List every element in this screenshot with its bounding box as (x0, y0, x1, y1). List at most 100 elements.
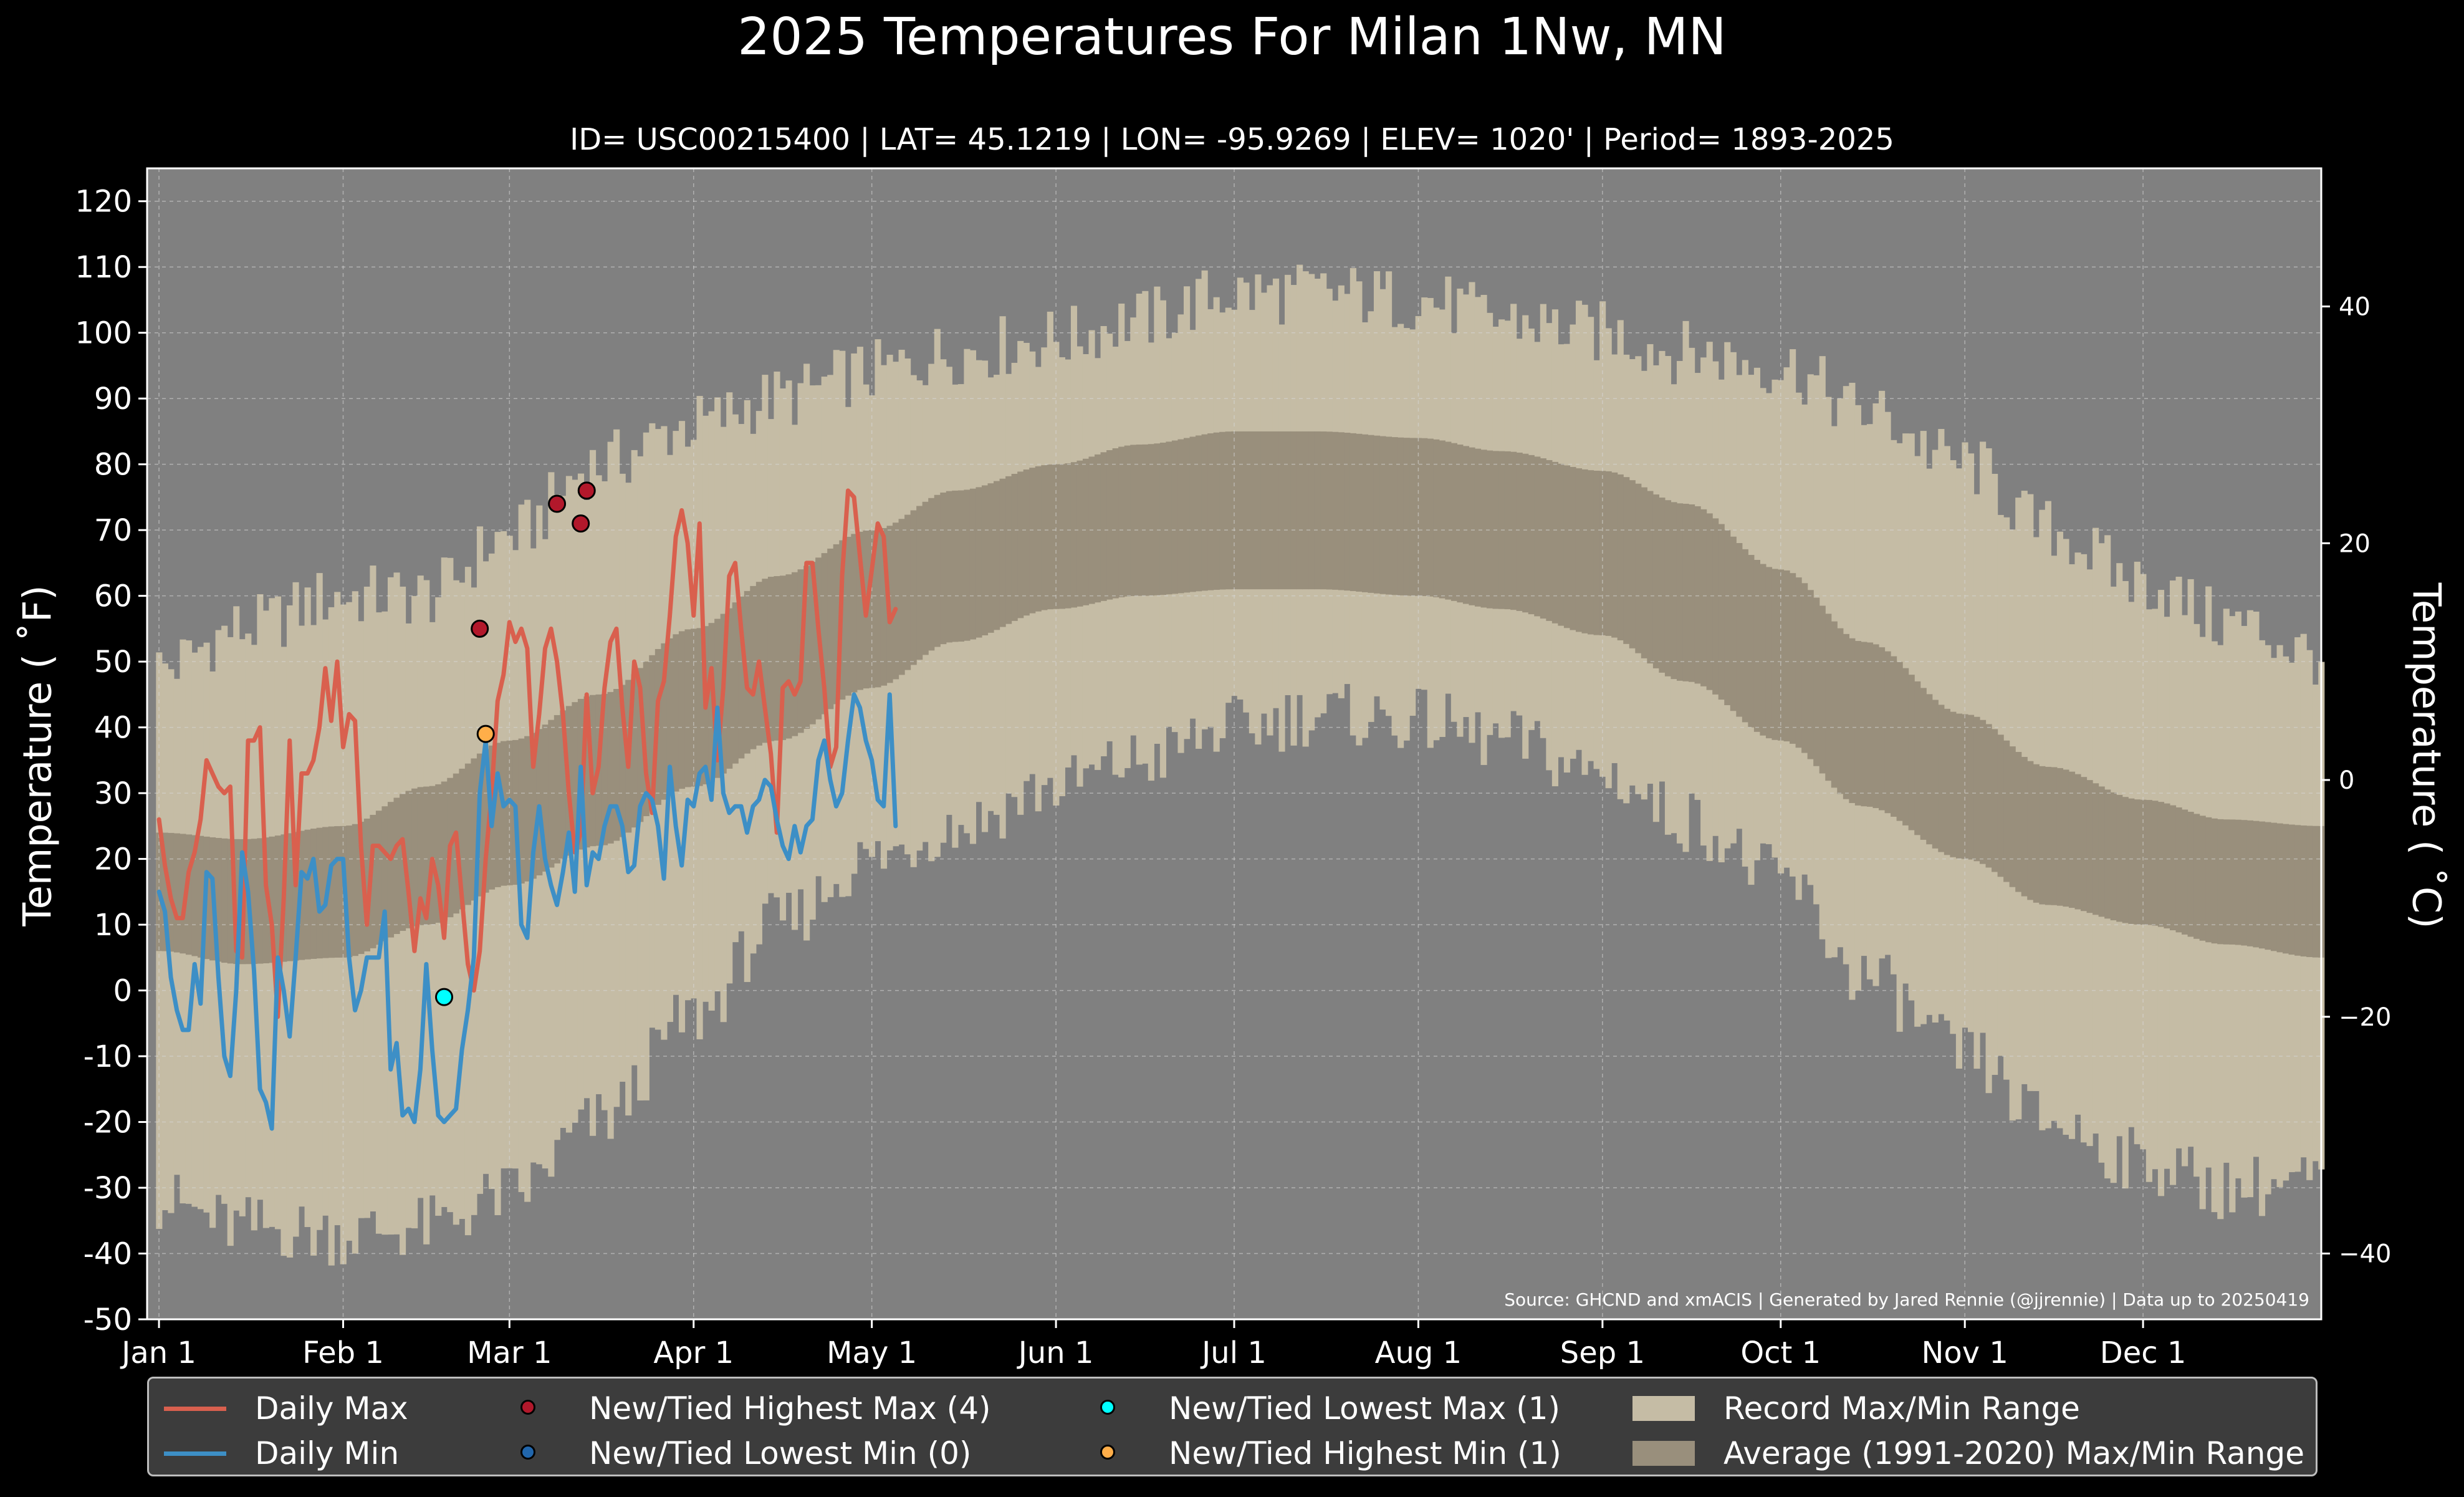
average-range-bar (2205, 817, 2212, 943)
average-range-bar (1795, 577, 1802, 748)
legend-label: New/Tied Lowest Max (1) (1169, 1390, 1561, 1427)
average-range-bar (666, 638, 674, 796)
y-right-tick-label: 40 (2339, 293, 2371, 322)
average-range-bar (1510, 451, 1517, 610)
average-range-bar (328, 826, 335, 958)
average-range-bar (1373, 435, 1381, 594)
average-range-bar (1908, 675, 1915, 830)
average-range-bar (1302, 431, 1309, 590)
average-range-bar (1237, 431, 1244, 590)
average-range-bar (940, 493, 947, 645)
average-range-bar (1278, 431, 1285, 590)
average-range-bar (2211, 818, 2218, 944)
average-range-bar (851, 534, 858, 693)
average-range-bar (803, 566, 810, 729)
average-range-bar (1866, 642, 1874, 807)
average-range-bar (1938, 705, 1945, 852)
average-range-bar (1623, 477, 1630, 644)
average-range-bar (2145, 800, 2152, 925)
average-range-bar (1047, 465, 1053, 610)
average-range-bar (1159, 442, 1167, 595)
average-range-bar (1831, 621, 1838, 788)
average-range-bar (774, 576, 780, 741)
average-range-bar (678, 631, 686, 789)
highest-max-marker (577, 481, 596, 500)
average-range-bar (161, 832, 168, 951)
x-tick-label: Jul 1 (1200, 1336, 1267, 1370)
average-range-bar (1801, 583, 1808, 753)
average-range-bar (257, 838, 264, 964)
x-tick-label: Sep 1 (1560, 1336, 1645, 1370)
average-range-bar (1504, 451, 1511, 610)
average-range-bar (1136, 445, 1143, 596)
average-range-bar (1124, 445, 1131, 597)
highest-max-marker (548, 494, 567, 513)
average-range-bar (1760, 564, 1767, 736)
average-range-bar (1249, 431, 1255, 590)
y-tick-label: 90 (94, 382, 132, 416)
average-range-bar (2294, 825, 2301, 956)
average-range-bar (286, 833, 294, 961)
legend-swatch-daily-min (164, 1451, 226, 1456)
average-range-bar (1581, 469, 1588, 633)
average-range-bar (1338, 432, 1345, 590)
average-range-bar (1724, 530, 1731, 705)
average-range-bar (696, 628, 703, 786)
axis-ticks: -50 -40 -30 -20 -10 0 10 20 30 40 50 60 70 80 90 100 110… (75, 185, 2391, 1370)
average-range-bar (1314, 431, 1321, 590)
average-range-bar (2110, 792, 2117, 921)
average-range-bar (2288, 824, 2295, 955)
x-tick-label: Jan 1 (120, 1336, 196, 1370)
average-range-bar (994, 481, 1000, 630)
average-range-bar (1676, 503, 1684, 681)
average-range-bar (198, 835, 204, 958)
average-range-bar (1267, 431, 1273, 590)
legend-item-daily-min: Daily Min (158, 1435, 399, 1472)
average-range-bar (215, 837, 222, 962)
average-range-bar (1932, 700, 1939, 849)
average-range-bar (643, 662, 650, 817)
average-range-bar (1255, 431, 1262, 590)
average-range-bar (346, 826, 353, 958)
average-range-bar (976, 487, 982, 638)
average-range-bar (1005, 476, 1012, 624)
average-range-bar (2265, 822, 2271, 950)
average-range-bar (185, 834, 193, 955)
average-range-bar (1379, 436, 1386, 594)
average-range-bar (1563, 465, 1571, 628)
gridlines (147, 168, 2321, 1320)
x-tick-label: Apr 1 (653, 1336, 734, 1370)
x-tick-label: May 1 (827, 1336, 917, 1370)
average-range-bar (732, 602, 739, 764)
average-range-bar (1058, 464, 1065, 609)
legend-item-lowest-max: New/Tied Lowest Max (1) (1071, 1390, 1560, 1427)
average-range-bar (1534, 456, 1541, 617)
average-range-bar (2063, 769, 2069, 907)
average-range-bar (1445, 441, 1452, 600)
average-range-bar (2312, 826, 2319, 958)
average-range-bar (381, 806, 388, 941)
average-range-bar (607, 691, 614, 844)
average-range-bar (2276, 823, 2283, 953)
average-range-bar (180, 834, 186, 954)
y-tick-label: 50 (94, 645, 132, 680)
y-tick-label: -40 (84, 1237, 132, 1272)
average-range-bar (2253, 821, 2260, 948)
average-range-bar (1682, 503, 1689, 681)
average-range-bar (417, 787, 424, 925)
average-range-bar (1884, 651, 1891, 814)
average-range-bar (1742, 549, 1748, 723)
average-range-bar (714, 619, 721, 778)
average-range-bar (2134, 799, 2140, 925)
y-tick-label: -20 (84, 1105, 132, 1140)
average-range-bar (1540, 458, 1546, 619)
y-tick-label: -30 (84, 1171, 132, 1206)
average-range-bar (969, 488, 977, 640)
average-range-bar (227, 839, 234, 964)
record-markers (435, 481, 596, 1006)
average-range-bar (358, 821, 365, 955)
average-range-bar (1290, 431, 1297, 590)
legend-marker-highest-min (1100, 1445, 1115, 1460)
average-range-bar (2015, 752, 2022, 892)
average-range-bar (2152, 801, 2159, 926)
